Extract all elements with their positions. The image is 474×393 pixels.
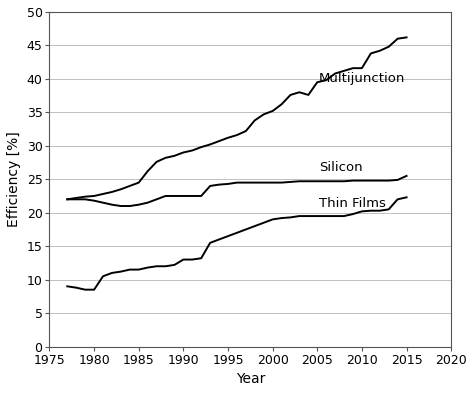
X-axis label: Year: Year xyxy=(236,372,265,386)
Text: Multijunction: Multijunction xyxy=(319,72,405,85)
Y-axis label: Efficiency [%]: Efficiency [%] xyxy=(7,131,21,227)
Text: Thin Films: Thin Films xyxy=(319,197,386,210)
Text: Silicon: Silicon xyxy=(319,161,363,174)
